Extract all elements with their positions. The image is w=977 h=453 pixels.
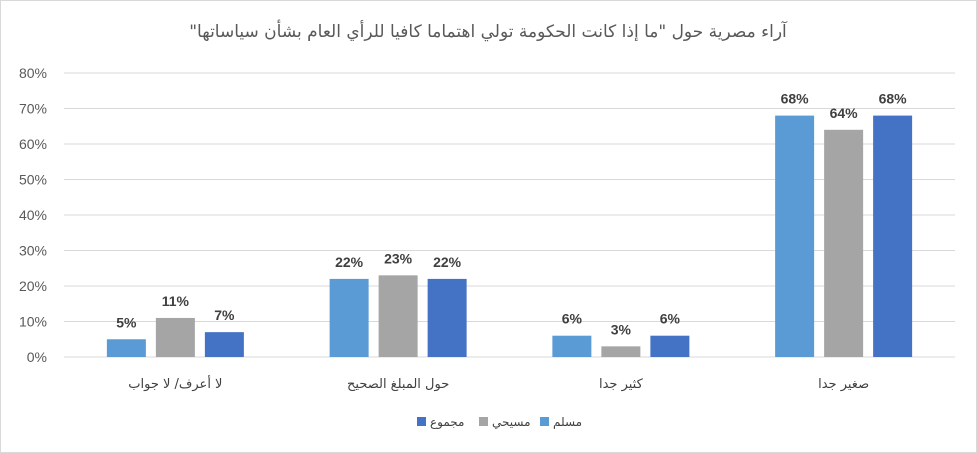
bar — [650, 335, 690, 357]
data-label: 64% — [830, 105, 859, 121]
bar — [329, 278, 369, 357]
x-axis-categories: لا أعرف/ لا جواب حول المبلغ الصحيح كثير جد… — [128, 375, 869, 392]
y-tick-label: 80% — [19, 65, 47, 81]
data-label: 6% — [562, 311, 583, 327]
gridlines — [64, 72, 955, 358]
legend-swatch — [417, 417, 426, 426]
bar — [552, 335, 592, 357]
data-label: 5% — [116, 314, 137, 330]
data-label: 23% — [384, 250, 413, 266]
y-axis-ticks: 0% 10% 20% 30% 40% 50% 60% 70% 80% — [19, 65, 47, 365]
bar — [601, 346, 641, 357]
x-category-label: صغير جدا — [818, 377, 869, 392]
data-label: 11% — [162, 293, 190, 309]
bar — [106, 339, 146, 357]
data-label: 22% — [433, 254, 462, 270]
bar — [378, 275, 418, 357]
y-tick-label: 20% — [19, 278, 47, 294]
bar — [204, 332, 244, 357]
y-tick-label: 50% — [19, 172, 47, 188]
x-category-label: كثير جدا — [599, 377, 644, 392]
legend-swatch — [479, 417, 488, 426]
data-label: 3% — [611, 321, 632, 337]
y-tick-label: 70% — [19, 101, 47, 117]
chart-title: آراء مصرية حول "ما إذا كانت الحكومة تولي… — [189, 19, 788, 42]
bar — [155, 317, 195, 357]
legend-swatch — [540, 417, 549, 426]
bar — [873, 115, 913, 357]
data-label: 6% — [660, 311, 681, 327]
data-labels: 5% 11% 7% 22% 23% 22% 6% 3% 6% 68% 64% 68% — [116, 91, 907, 338]
y-tick-label: 0% — [27, 349, 47, 365]
data-label: 7% — [214, 307, 235, 323]
bar — [824, 129, 864, 357]
legend: مسلم مسيحي مجموع — [417, 415, 582, 430]
data-label: 22% — [335, 254, 364, 270]
x-category-label: لا أعرف/ لا جواب — [128, 375, 222, 392]
y-tick-label: 30% — [19, 243, 47, 259]
x-category-label: حول المبلغ الصحيح — [347, 377, 449, 392]
data-label: 68% — [879, 91, 908, 107]
y-tick-label: 10% — [19, 314, 47, 330]
legend-label: مسيحي — [492, 415, 531, 429]
y-tick-label: 60% — [19, 136, 47, 152]
legend-label: مجموع — [430, 415, 464, 430]
y-tick-label: 40% — [19, 207, 47, 223]
bar — [427, 278, 467, 357]
bar — [775, 115, 815, 357]
legend-label: مسلم — [553, 415, 582, 429]
bars — [106, 115, 913, 357]
data-label: 68% — [781, 91, 810, 107]
